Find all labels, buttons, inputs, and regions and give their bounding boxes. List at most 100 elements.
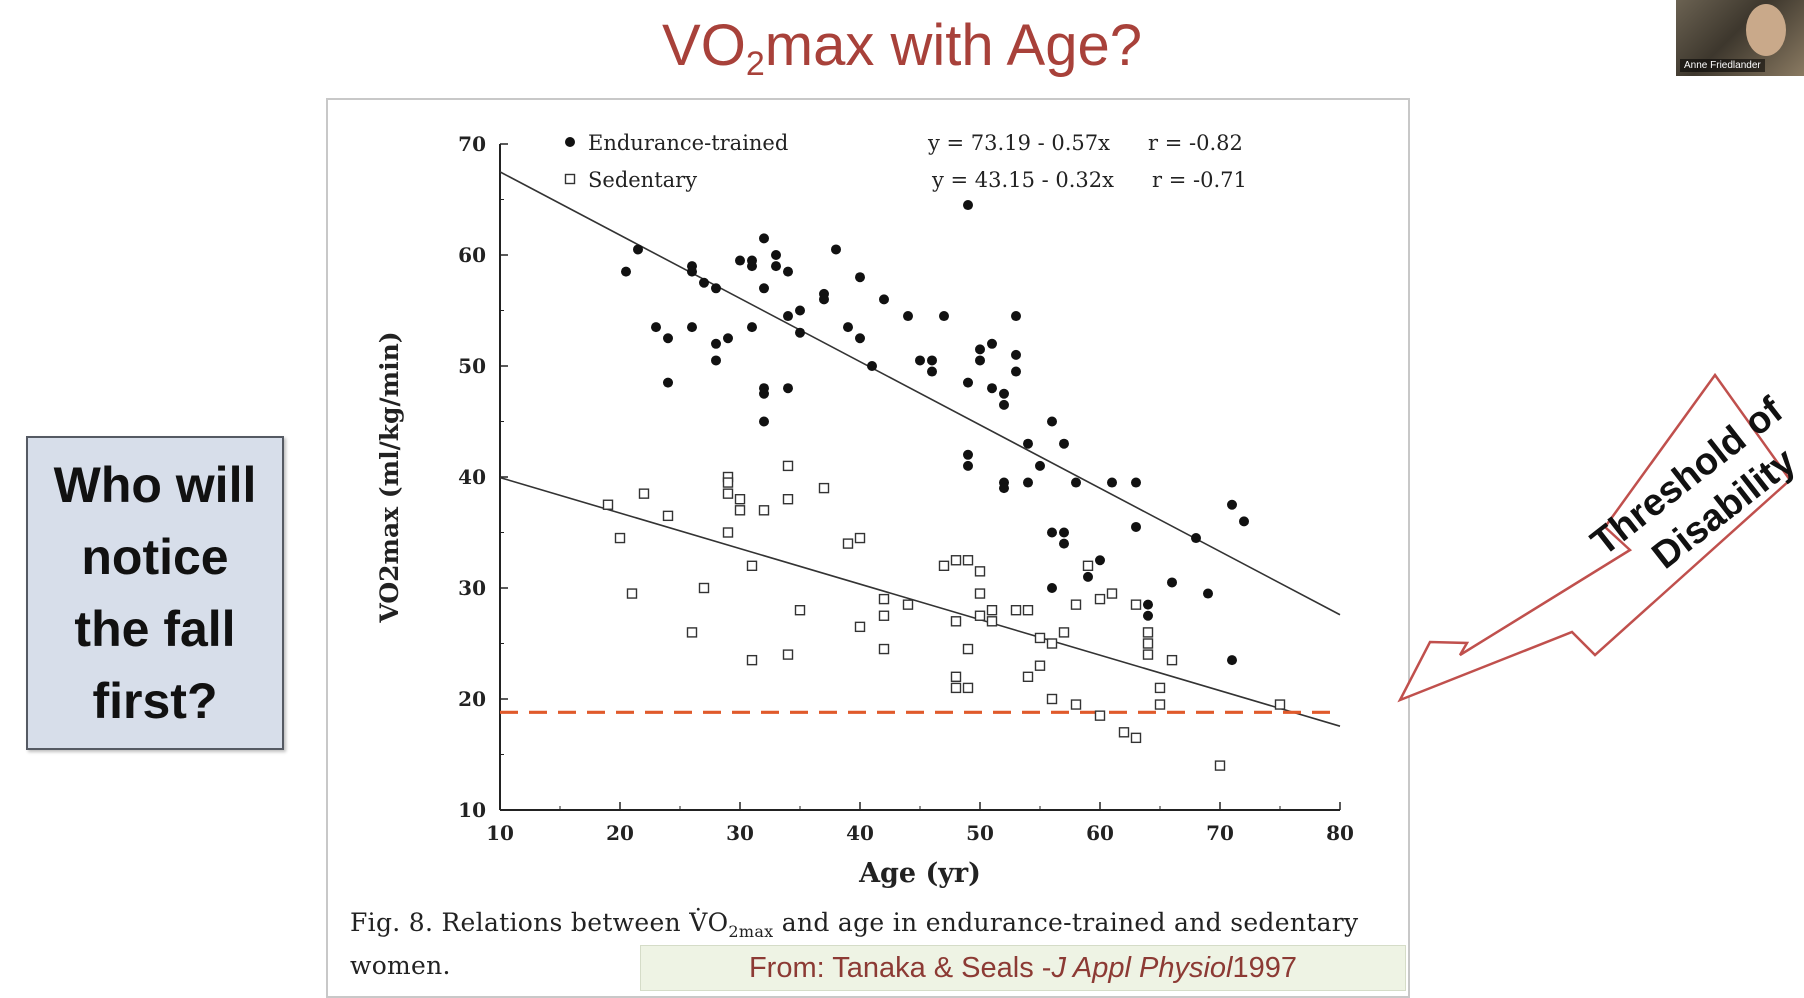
- sedentary-point: [950, 616, 962, 627]
- trained-point: [1083, 571, 1093, 582]
- trained-point: [1023, 438, 1033, 449]
- trained-point: [759, 233, 769, 244]
- trained-point: [663, 333, 673, 344]
- sedentary-point: [878, 643, 890, 655]
- x-axis-label: Age (yr): [858, 858, 981, 889]
- trained-point: [987, 383, 997, 394]
- y-tick-label: 70: [458, 132, 486, 156]
- sedentary-point: [854, 532, 866, 544]
- sedentary-point: [794, 605, 806, 616]
- trained-point: [915, 355, 925, 366]
- sedentary-point: [1118, 727, 1130, 738]
- trained-point: [843, 322, 853, 333]
- webcam-thumbnail[interactable]: Anne Friedlander: [1676, 0, 1804, 76]
- sedentary-point: [734, 505, 746, 516]
- trained-point: [735, 255, 745, 266]
- sedentary-point: [1106, 588, 1118, 599]
- trained-point: [855, 272, 865, 283]
- sedentary-point: [974, 610, 986, 621]
- threshold-callout-arrow: Threshold of Disability: [1397, 372, 1800, 703]
- sedentary-point: [1082, 560, 1094, 571]
- trained-point: [1059, 527, 1069, 538]
- x-tick-label: 10: [486, 821, 514, 845]
- trained-point: [621, 266, 631, 277]
- trained-point: [1227, 655, 1237, 666]
- scatter-chart: 10 20 30 40 50 60 70 80 10 20 30 40 50 60 70 Age (yr) VO…: [375, 131, 1354, 889]
- trained-point: [795, 327, 805, 338]
- source-credit: From: Tanaka & Seals - J Appl Physiol 19…: [640, 945, 1406, 991]
- figure-caption: Fig. 8. Relations between V̇O2max and ag…: [350, 908, 1359, 980]
- trained-point: [1143, 599, 1153, 610]
- sedentary-point: [722, 527, 734, 538]
- trained-point: [1059, 438, 1069, 449]
- x-tick-label: 60: [1086, 821, 1114, 845]
- sedentary-point: [1034, 660, 1046, 671]
- sedentary-point: [626, 588, 638, 599]
- sedentary-point: [974, 566, 986, 577]
- sedentary-point: [1022, 605, 1034, 616]
- equation-trained: y = 73.19 - 0.57x: [927, 131, 1110, 155]
- trained-point: [999, 388, 1009, 399]
- regression-line-sedentary: [499, 476, 1341, 727]
- sedentary-point: [782, 494, 794, 505]
- trained-point: [771, 250, 781, 260]
- legend-marker-trained: [565, 137, 575, 147]
- webcam-label: Anne Friedlander: [1680, 59, 1765, 72]
- y-tick-label: 60: [458, 243, 486, 267]
- trained-point: [867, 361, 877, 371]
- sedentary-point: [1166, 654, 1178, 666]
- trained-point: [783, 266, 793, 277]
- trained-point: [783, 383, 793, 394]
- trained-point: [1167, 577, 1177, 588]
- y-axis-label: VO2max (ml/kg/min): [375, 331, 404, 623]
- sedentary-point: [638, 488, 650, 499]
- sedentary-point: [950, 555, 962, 566]
- trained-point: [1011, 366, 1021, 377]
- trained-point: [687, 266, 697, 277]
- sedentary-point: [1142, 638, 1154, 649]
- legend-label-sedentary: Sedentary: [588, 168, 697, 192]
- trained-point: [759, 388, 769, 399]
- sedentary-point: [1154, 682, 1166, 694]
- trained-point: [1071, 477, 1081, 488]
- trained-point: [771, 261, 781, 272]
- trained-point: [927, 355, 937, 366]
- callout-arrow-shape: [1397, 372, 1792, 703]
- trained-point: [783, 311, 793, 322]
- r-value-trained: r = -0.82: [1148, 131, 1243, 155]
- sedentary-point: [938, 560, 950, 571]
- trained-point: [1227, 499, 1237, 510]
- trained-point: [963, 200, 973, 211]
- trained-point: [1239, 516, 1249, 527]
- r-value-sedentary: r = -0.71: [1152, 168, 1247, 192]
- trained-point: [999, 483, 1009, 494]
- trained-point: [795, 305, 805, 316]
- sedentary-point: [986, 616, 998, 627]
- sedentary-point: [818, 482, 830, 494]
- legend-label-trained: Endurance-trained: [588, 131, 788, 155]
- sedentary-point: [698, 582, 710, 594]
- sedentary-point: [1094, 710, 1106, 721]
- trained-point: [747, 255, 757, 266]
- trained-point: [963, 460, 973, 471]
- sedentary-point: [1130, 599, 1142, 610]
- sedentary-point: [1046, 693, 1058, 705]
- sedentary-point: [902, 599, 914, 610]
- trained-point: [1047, 527, 1057, 538]
- trained-point: [975, 344, 985, 355]
- sedentary-point: [1070, 699, 1082, 710]
- equation-sedentary: y = 43.15 - 0.32x: [931, 168, 1114, 192]
- trained-point: [759, 283, 769, 294]
- trained-point: [987, 338, 997, 349]
- trained-point: [711, 283, 721, 294]
- sedentary-point: [1094, 593, 1106, 605]
- trained-point: [879, 294, 889, 305]
- slide-title: VO2max with Age?: [662, 13, 1142, 83]
- sedentary-point: [1142, 627, 1154, 638]
- sedentary-point: [950, 671, 962, 682]
- y-tick-label: 10: [458, 798, 486, 822]
- y-tick-label: 30: [458, 576, 486, 600]
- x-tick-label: 40: [846, 821, 874, 845]
- question-text: Who will notice the fall first?: [53, 457, 257, 729]
- sedentary-point: [1274, 699, 1286, 710]
